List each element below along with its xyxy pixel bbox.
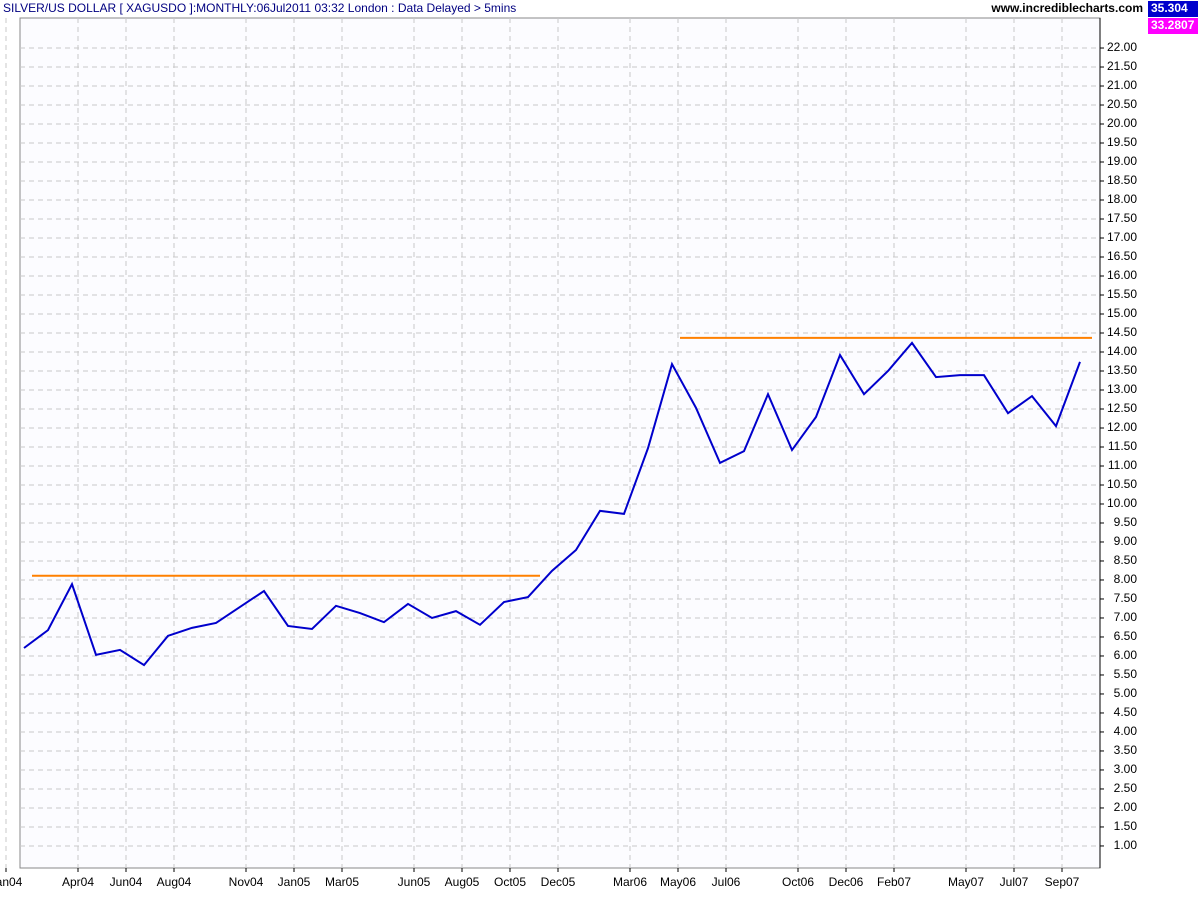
y-tick-label: 17.50 [1107,211,1137,225]
y-tick-label: 18.00 [1107,192,1137,206]
x-tick-label: Mar06 [613,875,647,889]
y-tick-label: 3.50 [1114,743,1138,757]
y-tick-label: 12.50 [1107,401,1137,415]
source-label: www.incrediblecharts.com [990,1,1143,15]
y-tick-label: 13.50 [1107,363,1137,377]
y-tick-label: 14.00 [1107,344,1137,358]
y-tick-label: 5.50 [1114,667,1138,681]
y-tick-label: 2.00 [1114,800,1138,814]
y-tick-label: 20.50 [1107,97,1137,111]
y-tick-label: 4.00 [1114,724,1138,738]
x-tick-label: Jul06 [712,875,741,889]
x-tick-label: Dec05 [541,875,576,889]
x-tick-label: Jun05 [398,875,431,889]
price-box-text: 33.2807 [1151,18,1195,32]
y-tick-label: 11.00 [1108,458,1137,472]
y-tick-label: 12.00 [1107,420,1137,434]
y-tick-label: 17.00 [1107,230,1137,244]
x-tick-label: May06 [660,875,696,889]
y-tick-label: 9.50 [1114,515,1138,529]
price-box-text: 35.304 [1151,1,1188,15]
x-tick-label: Aug04 [157,875,192,889]
price-box [1148,1,1198,17]
y-tick-label: 21.50 [1107,59,1137,73]
y-tick-label: 5.00 [1114,686,1138,700]
x-tick-label: Sep07 [1045,875,1080,889]
x-tick-label: Oct06 [782,875,814,889]
y-tick-label: 18.50 [1107,173,1137,187]
x-tick-label: Jul07 [1000,875,1029,889]
plot-frame [19,17,1101,869]
x-tick-label: May07 [948,875,984,889]
y-tick-label: 10.00 [1107,496,1137,510]
y-tick-label: 20.00 [1107,116,1137,130]
y-tick-label: 9.00 [1114,534,1138,548]
x-tick-label: Oct05 [494,875,526,889]
y-tick-label: 1.50 [1114,819,1138,833]
y-tick-label: 22.00 [1107,40,1137,54]
y-tick-label: 7.00 [1114,610,1138,624]
y-tick-label: 6.50 [1114,629,1138,643]
y-tick-label: 21.00 [1107,78,1137,92]
y-tick-label: 6.00 [1114,648,1138,662]
y-tick-label: 19.50 [1107,135,1137,149]
y-tick-label: 16.00 [1107,268,1137,282]
y-tick-label: 4.50 [1114,705,1138,719]
y-tick-label: 8.00 [1114,572,1138,586]
y-tick-label: 19.00 [1107,154,1137,168]
chart-title: SILVER/US DOLLAR [ XAGUSDO ]:MONTHLY:06J… [3,1,516,15]
x-tick-label: Mar05 [325,875,359,889]
x-tick-label: Dec06 [829,875,864,889]
y-tick-label: 13.00 [1107,382,1137,396]
x-tick-label: Jan04 [0,875,23,889]
y-tick-label: 10.50 [1107,477,1137,491]
y-tick-label: 15.50 [1107,287,1137,301]
price-line [23,341,1081,667]
x-tick-label: Feb07 [877,875,911,889]
y-tick-label: 14.50 [1107,325,1137,339]
y-tick-label: 2.50 [1114,781,1138,795]
x-tick-label: Apr04 [62,875,94,889]
y-tick-label: 1.00 [1114,838,1138,852]
price-box [1148,18,1198,34]
y-tick-label: 8.50 [1114,553,1138,567]
y-tick-label: 15.00 [1107,306,1137,320]
y-tick-label: 11.50 [1108,439,1137,453]
x-tick-label: Nov04 [229,875,264,889]
y-tick-label: 7.50 [1114,591,1138,605]
x-tick-label: Aug05 [445,875,480,889]
y-tick-label: 16.50 [1107,249,1137,263]
y-tick-label: 3.00 [1114,762,1138,776]
x-tick-label: Jan05 [278,875,311,889]
x-tick-label: Jun04 [110,875,143,889]
